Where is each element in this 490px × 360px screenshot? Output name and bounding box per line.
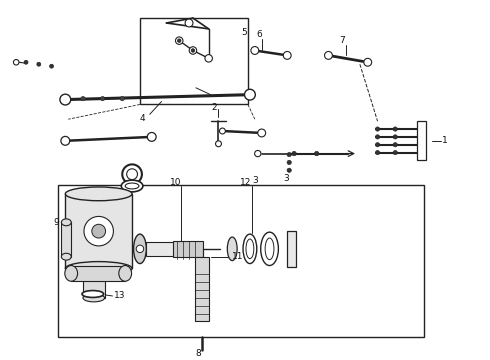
Ellipse shape bbox=[134, 234, 147, 264]
Circle shape bbox=[220, 128, 225, 134]
Circle shape bbox=[292, 152, 296, 156]
Circle shape bbox=[283, 51, 291, 59]
Ellipse shape bbox=[61, 219, 71, 226]
Circle shape bbox=[245, 89, 255, 100]
Circle shape bbox=[37, 62, 41, 66]
Circle shape bbox=[122, 165, 142, 184]
Ellipse shape bbox=[119, 266, 132, 281]
Text: 11: 11 bbox=[232, 252, 244, 261]
Text: 2: 2 bbox=[212, 103, 218, 112]
Text: 4: 4 bbox=[140, 114, 146, 123]
Circle shape bbox=[191, 49, 195, 52]
Bar bbox=[61, 222, 71, 257]
Circle shape bbox=[24, 60, 28, 64]
Circle shape bbox=[375, 143, 380, 147]
Circle shape bbox=[84, 216, 113, 246]
Circle shape bbox=[216, 141, 221, 147]
Circle shape bbox=[60, 94, 71, 105]
Circle shape bbox=[364, 58, 372, 66]
Bar bbox=[195, 257, 209, 321]
Circle shape bbox=[177, 39, 181, 42]
Ellipse shape bbox=[246, 239, 254, 258]
Circle shape bbox=[315, 152, 319, 156]
Bar bbox=[140, 18, 248, 104]
Bar bbox=[71, 266, 125, 281]
Text: 1: 1 bbox=[442, 136, 448, 145]
Circle shape bbox=[92, 224, 105, 238]
Ellipse shape bbox=[65, 262, 132, 275]
Text: 6: 6 bbox=[257, 30, 263, 39]
Circle shape bbox=[287, 168, 292, 172]
Circle shape bbox=[393, 127, 397, 131]
Circle shape bbox=[81, 96, 85, 101]
Circle shape bbox=[255, 150, 261, 157]
Circle shape bbox=[13, 59, 19, 65]
Bar bbox=[173, 241, 203, 257]
Circle shape bbox=[147, 132, 156, 141]
Text: 8: 8 bbox=[195, 350, 201, 359]
Text: 7: 7 bbox=[340, 36, 345, 45]
Circle shape bbox=[375, 135, 380, 139]
Circle shape bbox=[287, 152, 292, 157]
Bar bbox=[83, 266, 104, 298]
Circle shape bbox=[127, 169, 138, 180]
Circle shape bbox=[258, 129, 266, 137]
Circle shape bbox=[136, 245, 144, 253]
Circle shape bbox=[393, 143, 397, 147]
Circle shape bbox=[393, 150, 397, 155]
Circle shape bbox=[375, 127, 380, 131]
Text: 13: 13 bbox=[114, 292, 126, 301]
Ellipse shape bbox=[61, 253, 71, 260]
Circle shape bbox=[324, 51, 332, 59]
Text: 10: 10 bbox=[170, 177, 181, 186]
Ellipse shape bbox=[65, 266, 77, 281]
Text: 3: 3 bbox=[252, 176, 258, 185]
Bar bbox=[287, 231, 296, 266]
Text: 5: 5 bbox=[241, 28, 247, 37]
Ellipse shape bbox=[261, 232, 278, 266]
Ellipse shape bbox=[125, 183, 139, 189]
Ellipse shape bbox=[227, 237, 237, 261]
Circle shape bbox=[205, 55, 212, 62]
Bar bbox=[146, 242, 200, 256]
Ellipse shape bbox=[82, 291, 103, 297]
Circle shape bbox=[100, 96, 105, 101]
Ellipse shape bbox=[265, 238, 274, 260]
Ellipse shape bbox=[122, 180, 143, 192]
Ellipse shape bbox=[65, 187, 132, 201]
Text: 12: 12 bbox=[240, 177, 252, 186]
Ellipse shape bbox=[83, 294, 104, 302]
Circle shape bbox=[375, 150, 380, 155]
Circle shape bbox=[185, 19, 193, 27]
Circle shape bbox=[287, 160, 292, 165]
Text: 3: 3 bbox=[283, 174, 289, 183]
Circle shape bbox=[251, 46, 259, 54]
Bar bbox=[58, 185, 424, 337]
Ellipse shape bbox=[243, 234, 257, 264]
Circle shape bbox=[393, 135, 397, 139]
Circle shape bbox=[49, 64, 53, 68]
Circle shape bbox=[120, 96, 124, 101]
Bar bbox=[417, 121, 426, 161]
Circle shape bbox=[189, 47, 196, 54]
Bar bbox=[65, 194, 132, 269]
Text: 9: 9 bbox=[53, 218, 59, 227]
Circle shape bbox=[61, 136, 70, 145]
Circle shape bbox=[175, 37, 183, 44]
